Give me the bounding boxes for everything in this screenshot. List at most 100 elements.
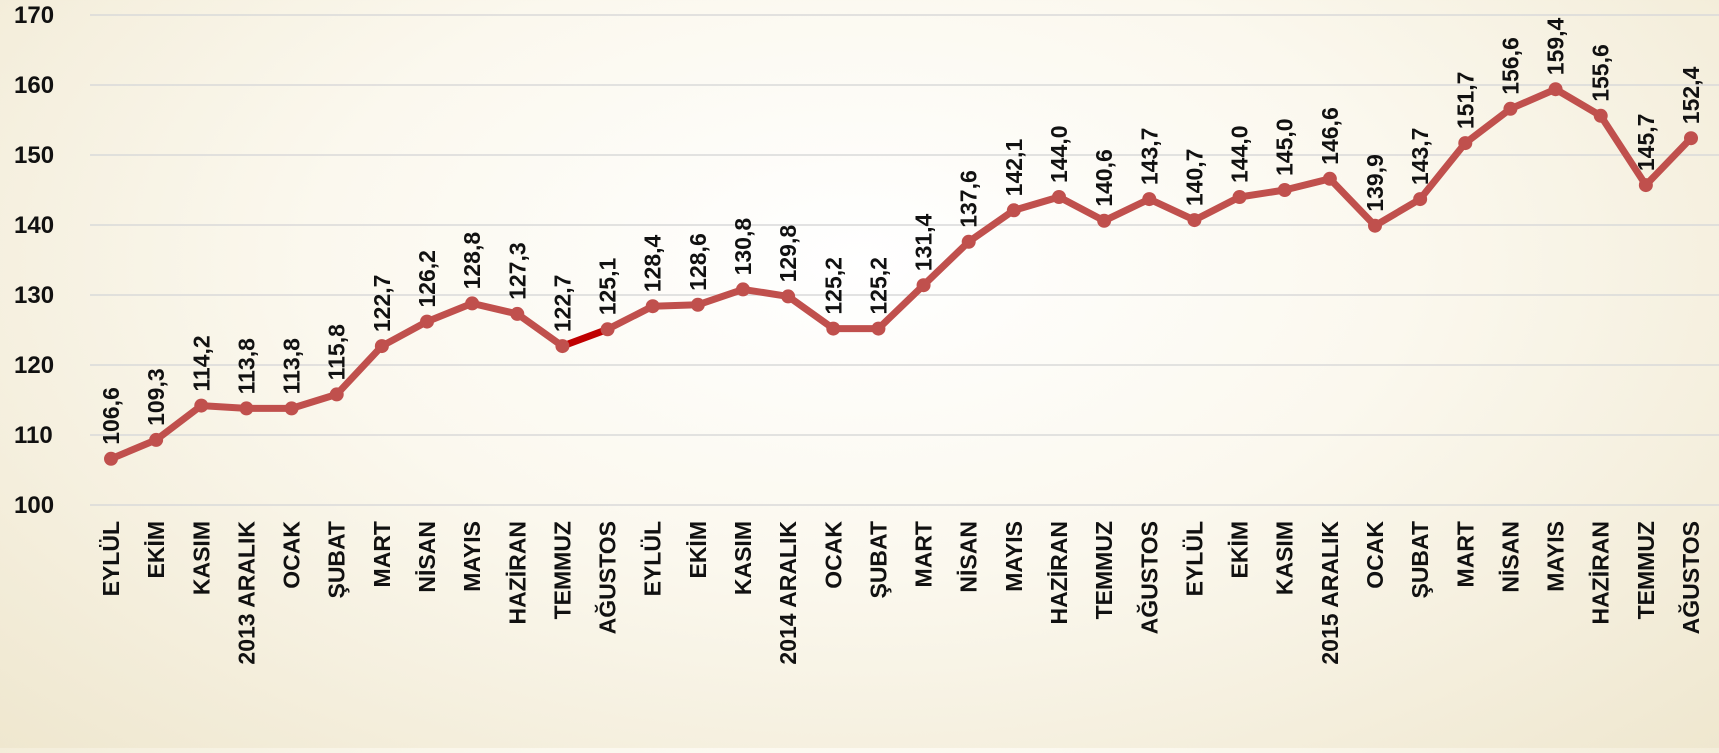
data-point bbox=[1097, 213, 1112, 228]
x-tick-label: KASIM bbox=[188, 521, 214, 595]
data-point bbox=[284, 401, 299, 416]
series-line-segment bbox=[1642, 134, 1695, 189]
series-line-segment bbox=[1281, 175, 1334, 194]
data-point bbox=[1413, 192, 1428, 207]
y-tick-label: 170 bbox=[14, 2, 54, 29]
data-point bbox=[961, 234, 976, 249]
data-label: 145,0 bbox=[1272, 118, 1298, 176]
data-point bbox=[1142, 192, 1157, 207]
data-label: 152,4 bbox=[1678, 66, 1704, 124]
series-line-segment bbox=[1236, 186, 1289, 201]
data-label: 128,6 bbox=[685, 233, 711, 291]
series-line-segment bbox=[739, 285, 792, 300]
data-label: 145,7 bbox=[1633, 114, 1659, 172]
x-tick-label: ŞUBAT bbox=[1407, 521, 1433, 599]
data-label: 106,6 bbox=[98, 387, 124, 445]
data-label: 109,3 bbox=[143, 368, 169, 426]
data-point bbox=[1503, 101, 1518, 116]
data-label: 143,7 bbox=[1136, 128, 1162, 186]
series-line-segment bbox=[1552, 85, 1605, 120]
data-label: 113,8 bbox=[279, 338, 305, 394]
y-tick-label: 100 bbox=[14, 492, 54, 519]
x-tick-label: HAZİRAN bbox=[1588, 521, 1614, 625]
x-tick-label: HAZİRAN bbox=[504, 521, 530, 625]
data-point bbox=[781, 289, 796, 304]
data-label: 146,6 bbox=[1317, 107, 1343, 165]
series-line-segment bbox=[423, 299, 476, 326]
data-point bbox=[1684, 131, 1698, 146]
data-point bbox=[1006, 203, 1021, 218]
data-label: 125,2 bbox=[820, 257, 846, 315]
series-line-segment bbox=[649, 301, 702, 310]
data-label: 128,8 bbox=[459, 232, 485, 290]
series-line-segment bbox=[333, 342, 386, 398]
data-label: 127,3 bbox=[504, 242, 530, 300]
x-tick-label: EKİM bbox=[685, 521, 711, 579]
x-tick-label: TEMMUZ bbox=[1633, 521, 1659, 619]
data-point bbox=[1052, 190, 1066, 204]
x-tick-label: EYLÜL bbox=[1181, 521, 1207, 596]
series-line-segment bbox=[604, 302, 657, 333]
data-point bbox=[1232, 190, 1247, 204]
y-tick-label: 150 bbox=[14, 142, 54, 169]
data-point bbox=[1458, 136, 1473, 151]
data-point bbox=[104, 451, 118, 466]
series-line-segment bbox=[1597, 112, 1650, 189]
x-tick-label: OCAK bbox=[279, 521, 305, 589]
data-point bbox=[194, 398, 209, 413]
data-point bbox=[1368, 218, 1382, 233]
data-point bbox=[1187, 213, 1202, 228]
data-label: 144,0 bbox=[1046, 125, 1072, 183]
series-line-segment bbox=[107, 436, 160, 463]
x-tick-label: AĞUSTOS bbox=[594, 521, 621, 634]
data-point bbox=[736, 282, 750, 297]
data-point bbox=[690, 297, 705, 312]
data-label: 125,1 bbox=[595, 258, 621, 316]
x-tick-label: EYLÜL bbox=[640, 521, 666, 596]
data-point bbox=[1322, 171, 1337, 186]
x-tick-label: 2013 ARALIK bbox=[233, 521, 259, 665]
x-tick-label: TEMMUZ bbox=[1091, 521, 1117, 619]
series-line-segment bbox=[1055, 193, 1108, 225]
series-line bbox=[107, 85, 1695, 463]
data-point bbox=[555, 339, 570, 354]
data-label: 159,4 bbox=[1543, 17, 1569, 75]
series-line-segment bbox=[513, 310, 566, 350]
y-tick-label: 140 bbox=[14, 212, 54, 239]
x-tick-label: TEMMUZ bbox=[549, 521, 575, 619]
series-line-segment bbox=[1190, 193, 1244, 224]
x-tick-label: AĞUSTOS bbox=[1135, 521, 1162, 634]
series-line-segment bbox=[288, 390, 341, 412]
y-tick-label: 110 bbox=[14, 422, 53, 449]
data-label: 114,2 bbox=[188, 335, 214, 391]
y-tick-label: 160 bbox=[14, 72, 54, 99]
x-tick-label: NİSAN bbox=[414, 521, 440, 593]
data-labels: 106,6 109,3 114,2 113,8 113,8 115,8 122,7 126,2… bbox=[98, 17, 1704, 444]
data-point bbox=[1277, 183, 1292, 197]
data-point bbox=[374, 339, 389, 354]
y-tick-label: 130 bbox=[14, 282, 54, 309]
x-tick-label: OCAK bbox=[820, 521, 846, 589]
data-point bbox=[645, 299, 660, 314]
series-line-segment bbox=[1010, 193, 1063, 214]
series-line-segment bbox=[1506, 85, 1560, 113]
series-line-segment bbox=[874, 281, 928, 333]
data-point bbox=[916, 278, 931, 293]
x-tick-label: EYLÜL bbox=[98, 521, 124, 596]
series-line-segment bbox=[1326, 175, 1379, 230]
x-tick-label: MART bbox=[911, 521, 937, 587]
data-point bbox=[1638, 178, 1653, 193]
data-label: 122,7 bbox=[549, 275, 575, 333]
data-label: 144,0 bbox=[1227, 125, 1253, 183]
data-label: 139,9 bbox=[1362, 154, 1388, 212]
data-label: 125,2 bbox=[865, 257, 891, 315]
series-line-segment bbox=[1145, 195, 1198, 224]
series-line-segment bbox=[965, 206, 1018, 246]
data-label: 155,6 bbox=[1588, 44, 1614, 102]
data-point bbox=[1593, 108, 1608, 123]
x-tick-label: 2014 ARALIK bbox=[775, 521, 801, 665]
data-label: 151,7 bbox=[1452, 72, 1478, 130]
x-tick-label: EKİM bbox=[1227, 521, 1253, 579]
